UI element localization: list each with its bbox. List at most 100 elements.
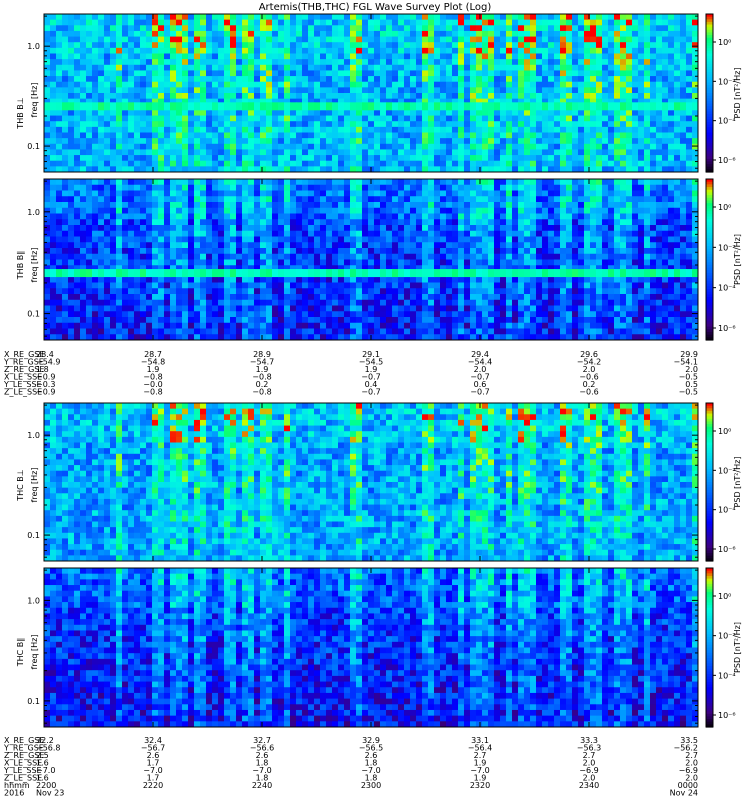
heatmap-cell — [116, 70, 123, 77]
heatmap-cell — [296, 87, 303, 94]
heatmap-cell — [470, 76, 477, 83]
heatmap-cell — [140, 149, 147, 156]
heatmap-cell — [224, 190, 231, 197]
heatmap-cell — [74, 236, 81, 243]
heatmap-cell — [428, 98, 435, 105]
heatmap-cell — [560, 109, 567, 117]
heatmap-cell — [692, 98, 699, 105]
heatmap-cell — [194, 36, 201, 43]
heatmap-cell — [152, 25, 159, 32]
heatmap-cell — [68, 219, 75, 226]
heatmap-cell — [314, 19, 321, 26]
heatmap-cell — [140, 299, 147, 306]
heatmap-cell — [212, 19, 219, 26]
heatmap-cell — [140, 98, 147, 105]
heatmap-cell — [422, 219, 429, 226]
heatmap-cell — [422, 265, 429, 272]
heatmap-cell — [284, 236, 291, 243]
heatmap-cell — [398, 19, 405, 26]
heatmap-cell — [104, 288, 111, 295]
heatmap-cell — [68, 282, 75, 289]
heatmap-cell — [446, 25, 453, 32]
heatmap-cell — [218, 179, 225, 186]
heatmap-cell — [476, 155, 483, 162]
heatmap-cell — [122, 276, 129, 283]
heatmap-cell — [404, 305, 411, 312]
heatmap-cell — [326, 311, 333, 318]
heatmap-cell — [146, 115, 153, 122]
heatmap-cell — [560, 138, 567, 145]
heatmap-cell — [194, 19, 201, 26]
heatmap-cell — [206, 322, 213, 329]
heatmap-cell — [242, 93, 249, 100]
heatmap-cell — [656, 98, 663, 105]
heatmap-cell — [254, 126, 261, 133]
heatmap-cell — [296, 138, 303, 145]
heatmap-cell — [56, 311, 63, 318]
heatmap-cell — [188, 294, 195, 301]
heatmap-cell — [200, 93, 207, 100]
heatmap-cell — [674, 160, 681, 167]
heatmap-cell — [590, 59, 597, 66]
heatmap-cell — [302, 149, 309, 156]
heatmap-cell — [404, 121, 411, 128]
heatmap-cell — [626, 59, 633, 66]
heatmap-cell — [260, 184, 267, 191]
heatmap-cell — [524, 138, 531, 145]
heatmap-cell — [326, 294, 333, 301]
heatmap-cell — [674, 30, 681, 38]
heatmap-cell — [200, 70, 207, 77]
heatmap-cell — [158, 248, 165, 255]
heatmap-cell — [368, 25, 375, 32]
heatmap-cell — [44, 64, 51, 71]
heatmap-cell — [224, 93, 231, 100]
heatmap-cell — [368, 76, 375, 83]
heatmap-cell — [116, 299, 123, 306]
band-cell — [662, 102, 669, 111]
heatmap-cell — [314, 305, 321, 312]
heatmap-cell — [368, 230, 375, 237]
heatmap-cell — [200, 230, 207, 237]
heatmap-cell — [44, 276, 51, 283]
heatmap-cell — [44, 190, 51, 197]
heatmap-cell — [422, 36, 429, 43]
heatmap-cell — [176, 196, 183, 203]
heatmap-cell — [542, 76, 549, 83]
heatmap-cell — [542, 47, 549, 54]
heatmap-cell — [410, 14, 417, 21]
heatmap-cell — [68, 179, 75, 186]
heatmap-cell — [416, 196, 423, 203]
heatmap-cell — [362, 184, 369, 191]
heatmap-cell — [332, 202, 339, 209]
heatmap-cell — [386, 311, 393, 318]
heatmap-cell — [458, 93, 465, 100]
heatmap-cell — [374, 138, 381, 145]
heatmap-cell — [464, 166, 471, 173]
heatmap-cell — [662, 132, 669, 139]
heatmap-cell — [632, 155, 639, 162]
heatmap-cell — [110, 36, 117, 43]
heatmap-cell — [80, 42, 87, 49]
heatmap-cell — [218, 253, 225, 260]
heatmap-cell — [446, 132, 453, 139]
heatmap-cell — [638, 109, 645, 117]
heatmap-cell — [362, 259, 369, 266]
heatmap-cell — [656, 19, 663, 26]
heatmap-cell — [278, 259, 285, 266]
heatmap-cell — [662, 155, 669, 162]
heatmap-cell — [212, 230, 219, 237]
heatmap-cell — [380, 196, 387, 203]
band-cell — [578, 102, 585, 111]
heatmap-cell — [350, 59, 357, 66]
heatmap-cell — [434, 155, 441, 162]
heatmap-cell — [86, 305, 93, 312]
heatmap-cell — [218, 14, 225, 21]
heatmap-cell — [644, 155, 651, 162]
heatmap-cell — [86, 81, 93, 88]
heatmap-cell — [206, 42, 213, 49]
heatmap-cell — [548, 64, 555, 71]
heatmap-cell — [686, 138, 693, 145]
heatmap-cell — [416, 294, 423, 301]
heatmap-cell — [290, 196, 297, 203]
heatmap-cell — [344, 98, 351, 105]
